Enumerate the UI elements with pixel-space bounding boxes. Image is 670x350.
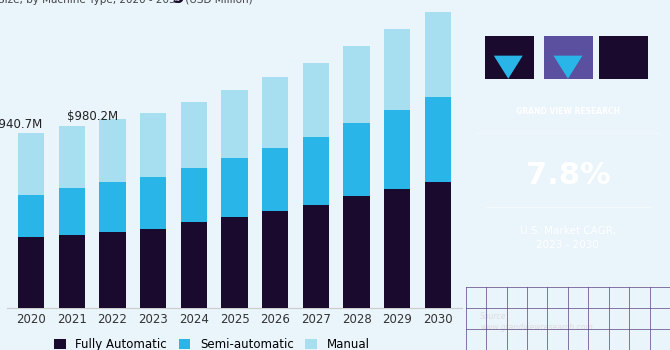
Bar xyxy=(140,113,166,177)
Bar xyxy=(221,90,248,158)
Bar xyxy=(343,123,370,196)
Bar xyxy=(303,63,329,137)
Text: U.S. Road Marking Machine Market: U.S. Road Marking Machine Market xyxy=(0,0,352,4)
Bar xyxy=(221,158,248,217)
Bar xyxy=(58,234,85,308)
Bar xyxy=(384,29,411,110)
Bar xyxy=(221,217,248,308)
Bar xyxy=(545,36,594,79)
Bar xyxy=(262,148,288,211)
Bar xyxy=(140,177,166,229)
Bar xyxy=(18,195,44,237)
Bar xyxy=(303,205,329,308)
Bar xyxy=(18,237,44,308)
Bar xyxy=(343,196,370,308)
Bar xyxy=(18,133,44,195)
Bar xyxy=(58,188,85,235)
Text: Size, by Machine Type, 2020 - 2030 (USD Million): Size, by Machine Type, 2020 - 2030 (USD … xyxy=(0,0,252,5)
Legend: Fully Automatic, Semi-automatic, Manual: Fully Automatic, Semi-automatic, Manual xyxy=(49,333,375,350)
Text: GRAND VIEW RESEARCH: GRAND VIEW RESEARCH xyxy=(516,107,620,117)
Bar xyxy=(425,12,451,97)
Bar xyxy=(384,189,411,308)
Bar xyxy=(599,36,647,79)
Bar xyxy=(425,182,451,308)
Bar xyxy=(181,223,207,308)
Bar xyxy=(99,232,126,308)
Text: Source:
www.grandviewresearch.com: Source: www.grandviewresearch.com xyxy=(480,312,593,332)
Text: $980.2M: $980.2M xyxy=(66,110,118,123)
Bar xyxy=(485,36,533,79)
Text: U.S. Market CAGR,
2023 - 2030: U.S. Market CAGR, 2023 - 2030 xyxy=(520,226,616,250)
Text: 7.8%: 7.8% xyxy=(525,161,610,189)
Bar xyxy=(343,46,370,123)
Polygon shape xyxy=(494,56,523,79)
Bar xyxy=(181,102,207,168)
Bar xyxy=(99,119,126,182)
Polygon shape xyxy=(553,56,582,79)
Bar xyxy=(425,97,451,182)
Bar xyxy=(99,182,126,232)
Bar xyxy=(58,126,85,188)
Bar xyxy=(140,229,166,308)
Bar xyxy=(303,137,329,205)
Bar xyxy=(262,77,288,148)
Bar xyxy=(262,211,288,308)
Bar xyxy=(384,110,411,189)
Bar xyxy=(181,168,207,223)
Text: $940.7M: $940.7M xyxy=(0,118,42,131)
